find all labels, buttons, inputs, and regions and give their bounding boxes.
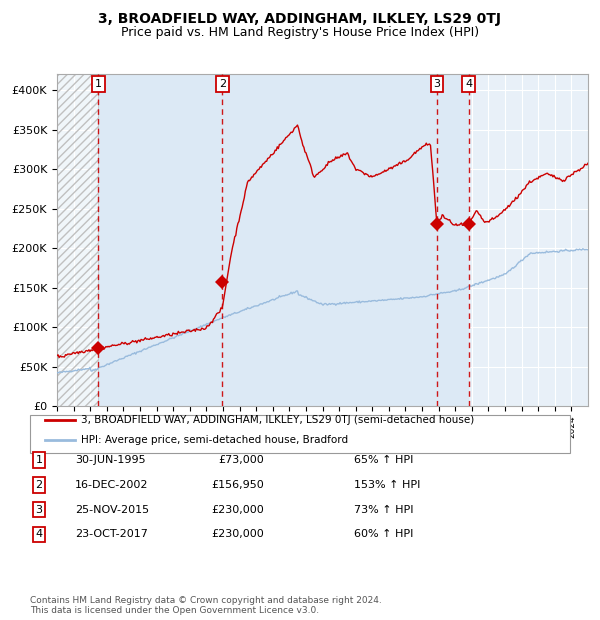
Text: Contains HM Land Registry data © Crown copyright and database right 2024.
This d: Contains HM Land Registry data © Crown c… bbox=[30, 596, 382, 615]
Bar bbox=[222, 74, 437, 406]
Text: HPI: Average price, semi-detached house, Bradford: HPI: Average price, semi-detached house,… bbox=[81, 435, 348, 445]
Text: £156,950: £156,950 bbox=[211, 480, 264, 490]
Bar bbox=[57, 74, 98, 406]
Text: 3, BROADFIELD WAY, ADDINGHAM, ILKLEY, LS29 0TJ: 3, BROADFIELD WAY, ADDINGHAM, ILKLEY, LS… bbox=[98, 12, 502, 25]
Text: 2: 2 bbox=[219, 79, 226, 89]
Text: Price paid vs. HM Land Registry's House Price Index (HPI): Price paid vs. HM Land Registry's House … bbox=[121, 26, 479, 38]
Text: 65% ↑ HPI: 65% ↑ HPI bbox=[354, 455, 413, 465]
Text: 23-OCT-2017: 23-OCT-2017 bbox=[75, 529, 148, 539]
Text: 153% ↑ HPI: 153% ↑ HPI bbox=[354, 480, 421, 490]
Text: 3, BROADFIELD WAY, ADDINGHAM, ILKLEY, LS29 0TJ (semi-detached house): 3, BROADFIELD WAY, ADDINGHAM, ILKLEY, LS… bbox=[81, 415, 474, 425]
Text: 4: 4 bbox=[35, 529, 43, 539]
Text: 30-JUN-1995: 30-JUN-1995 bbox=[75, 455, 146, 465]
Text: £230,000: £230,000 bbox=[211, 529, 264, 539]
Text: 60% ↑ HPI: 60% ↑ HPI bbox=[354, 529, 413, 539]
Bar bbox=[57, 74, 98, 406]
Text: £73,000: £73,000 bbox=[218, 455, 264, 465]
Text: 1: 1 bbox=[95, 79, 102, 89]
Text: 16-DEC-2002: 16-DEC-2002 bbox=[75, 480, 149, 490]
Bar bbox=[469, 74, 588, 406]
Text: 4: 4 bbox=[465, 79, 472, 89]
Text: 25-NOV-2015: 25-NOV-2015 bbox=[75, 505, 149, 515]
Bar bbox=[437, 74, 469, 406]
Text: 73% ↑ HPI: 73% ↑ HPI bbox=[354, 505, 413, 515]
Text: 3: 3 bbox=[433, 79, 440, 89]
Text: 1: 1 bbox=[35, 455, 43, 465]
Bar bbox=[98, 74, 222, 406]
Text: 3: 3 bbox=[35, 505, 43, 515]
Text: 2: 2 bbox=[35, 480, 43, 490]
Text: £230,000: £230,000 bbox=[211, 505, 264, 515]
